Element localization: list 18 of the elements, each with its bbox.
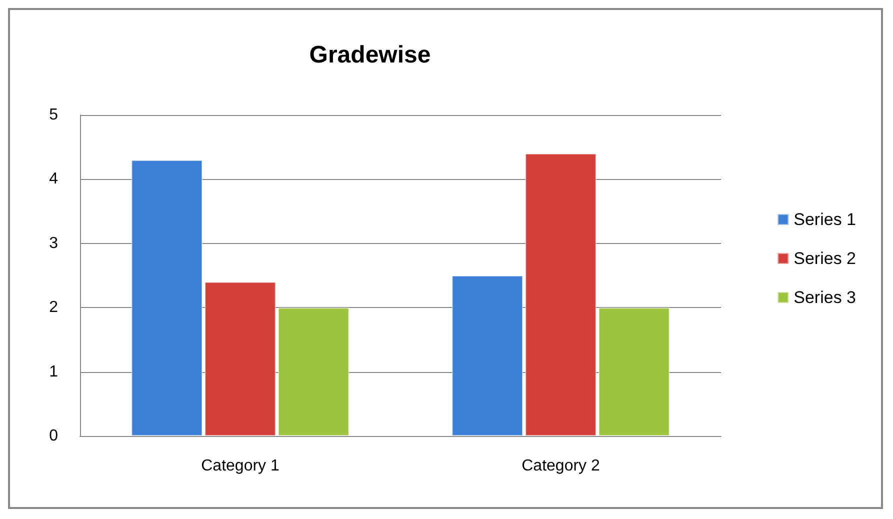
bar: [204, 282, 276, 436]
bar: [452, 276, 523, 436]
legend-label: Series 2: [794, 249, 856, 268]
x-tick-label: Category 2: [522, 458, 600, 474]
y-tick-label: 5: [49, 106, 58, 124]
bar: [598, 308, 670, 436]
y-tick-label: 1: [49, 363, 58, 380]
legend-label: Series 1: [794, 210, 856, 229]
bar: [525, 154, 596, 436]
legend-label: Series 3: [794, 288, 856, 307]
bar: [278, 308, 350, 436]
y-tick-label: 0: [49, 428, 58, 444]
y-tick-label: 2: [49, 299, 58, 316]
chart-title: Gradewise: [309, 42, 431, 68]
y-tick-label: 4: [49, 170, 58, 188]
y-tick-label: 3: [49, 234, 58, 252]
x-tick-label: Category 1: [201, 458, 280, 474]
bar: [131, 160, 202, 436]
